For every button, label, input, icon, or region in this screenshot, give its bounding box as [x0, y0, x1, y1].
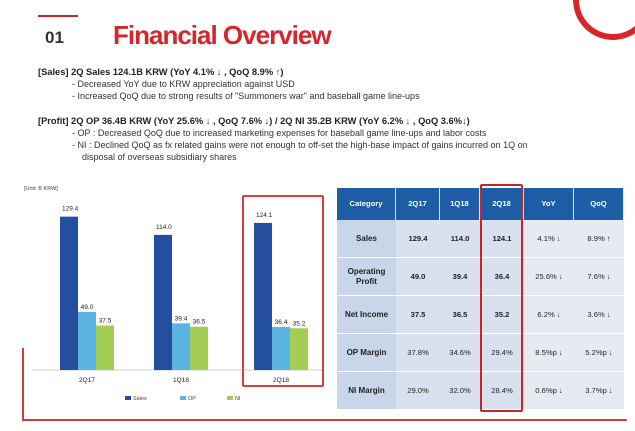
profit-bullet-ni: - NI : Declined QoQ as fx related gains …	[72, 140, 528, 150]
chart-legend-swatch	[227, 396, 233, 400]
table-cell: 34.6%	[440, 334, 480, 372]
chart-legend-swatch	[180, 396, 186, 400]
financial-table: Category 2Q17 1Q18 2Q18 YoY QoQ Sales 12…	[337, 188, 624, 410]
table-cell: 4.1% ↓	[524, 220, 574, 258]
chart-bar	[96, 325, 114, 370]
table-row: Sales 129.4 114.0 124.1 4.1% ↓ 8.9% ↑	[337, 220, 624, 258]
profit-bullet-op: - OP : Decreased QoQ due to increased ma…	[72, 128, 487, 138]
sales-headline: [Sales] 2Q Sales 124.1B KRW (YoY 4.1% ↓ …	[38, 67, 284, 77]
sales-bullet-2: - Increased QoQ due to strong results of…	[72, 91, 420, 101]
chart-data-label: 36.5	[193, 319, 206, 326]
table-row: NI Margin 29.0% 32.0% 28.4% 0.6%p ↓ 3.7%…	[337, 372, 624, 410]
table-cell: 37.8%	[396, 334, 440, 372]
table-header-row: Category 2Q17 1Q18 2Q18 YoY QoQ	[337, 188, 624, 220]
chart-legend-label: NI	[235, 396, 241, 402]
chart-category-label: 2Q17	[79, 377, 95, 384]
chart-bar	[154, 234, 172, 370]
table-cell: 28.4%	[480, 372, 524, 410]
table-cell: OP Margin	[337, 334, 396, 372]
chart-highlight-box	[242, 195, 324, 387]
chart-bar	[78, 311, 96, 370]
table-cell: 32.0%	[440, 372, 480, 410]
table-cell: 39.4	[440, 258, 480, 296]
chart-bar	[190, 326, 208, 370]
chart-data-label: 49.0	[81, 304, 94, 311]
table-cell: 36.4	[480, 258, 524, 296]
chart-data-label: 124.1	[256, 212, 273, 219]
table-header-cell: 1Q18	[440, 188, 480, 220]
profit-headline: [Profit] 2Q OP 36.4B KRW (YoY 25.6% ↓ , …	[38, 116, 470, 126]
chart-data-label: 114.0	[156, 224, 172, 231]
financial-bar-chart: [Unit: B KRW] 129.4 49.0 37.5 2Q17 114.0 39.4 3…	[22, 182, 332, 412]
table-cell: 114.0	[440, 220, 480, 258]
table-header-cell: QoQ	[574, 188, 624, 220]
chart-data-label: 36.4	[275, 319, 288, 326]
chart-data-label: 35.2	[293, 320, 306, 327]
table-cell: 8.5%p ↓	[524, 334, 574, 372]
chart-bar	[172, 323, 190, 370]
table-cell: 5.2%p ↓	[574, 334, 624, 372]
chart-category-label: 1Q18	[173, 377, 189, 384]
table-cell: 8.9% ↑	[574, 220, 624, 258]
frame-border-left	[22, 348, 24, 421]
chart-data-label: 37.5	[99, 318, 112, 325]
sales-bullet-1: - Decreased YoY due to KRW appreciation …	[72, 79, 295, 89]
table-header-cell: 2Q18	[480, 188, 524, 220]
section-number-rule	[38, 15, 78, 17]
chart-data-label: 129.4	[62, 206, 79, 213]
table-cell: 3.6% ↓	[574, 296, 624, 334]
table-cell: Sales	[337, 220, 396, 258]
chart-data-label: 39.4	[175, 315, 188, 322]
table-cell: 37.5	[396, 296, 440, 334]
section-number: 01	[45, 28, 64, 47]
table-cell: 49.0	[396, 258, 440, 296]
table-cell: Net Income	[337, 296, 396, 334]
table-row: OP Margin 37.8% 34.6% 29.4% 8.5%p ↓ 5.2%…	[337, 334, 624, 372]
table-cell: 129.4	[396, 220, 440, 258]
table-cell: 0.6%p ↓	[524, 372, 574, 410]
table-cell: 3.7%p ↓	[574, 372, 624, 410]
chart-bar	[254, 222, 272, 370]
table-cell: Operating Profit	[337, 258, 396, 296]
profit-bullet-ni-cont: disposal of overseas subsidiary shares	[82, 152, 237, 162]
table-cell: 29.4%	[480, 334, 524, 372]
table-header-cell: 2Q17	[396, 188, 440, 220]
table-cell: 36.5	[440, 296, 480, 334]
page-title: Financial Overview	[113, 20, 332, 50]
table-row: Operating Profit 49.0 39.4 36.4 25.6% ↓ …	[337, 258, 624, 296]
table-cell: 35.2	[480, 296, 524, 334]
table-cell: 25.6% ↓	[524, 258, 574, 296]
table-highlight-2q18	[480, 184, 523, 412]
frame-border-bottom	[22, 419, 627, 421]
chart-bar	[272, 326, 290, 370]
chart-legend-swatch	[125, 396, 131, 400]
chart-legend-label: OP	[188, 396, 196, 402]
table-cell: 7.6% ↓	[574, 258, 624, 296]
chart-category-label: 2Q18	[273, 377, 289, 384]
chart-bar	[60, 216, 78, 370]
table-cell: 29.0%	[396, 372, 440, 410]
chart-bar	[290, 328, 308, 370]
table-cell: NI Margin	[337, 372, 396, 410]
table-cell: 6.2% ↓	[524, 296, 574, 334]
table-header-cell: Category	[337, 188, 396, 220]
table-cell: 124.1	[480, 220, 524, 258]
chart-unit-label: [Unit: B KRW]	[24, 186, 58, 192]
table-row: Net Income 37.5 36.5 35.2 6.2% ↓ 3.6% ↓	[337, 296, 624, 334]
chart-legend-label: Sales	[133, 396, 147, 402]
decorative-arc	[566, 0, 635, 47]
table-header-cell: YoY	[524, 188, 574, 220]
